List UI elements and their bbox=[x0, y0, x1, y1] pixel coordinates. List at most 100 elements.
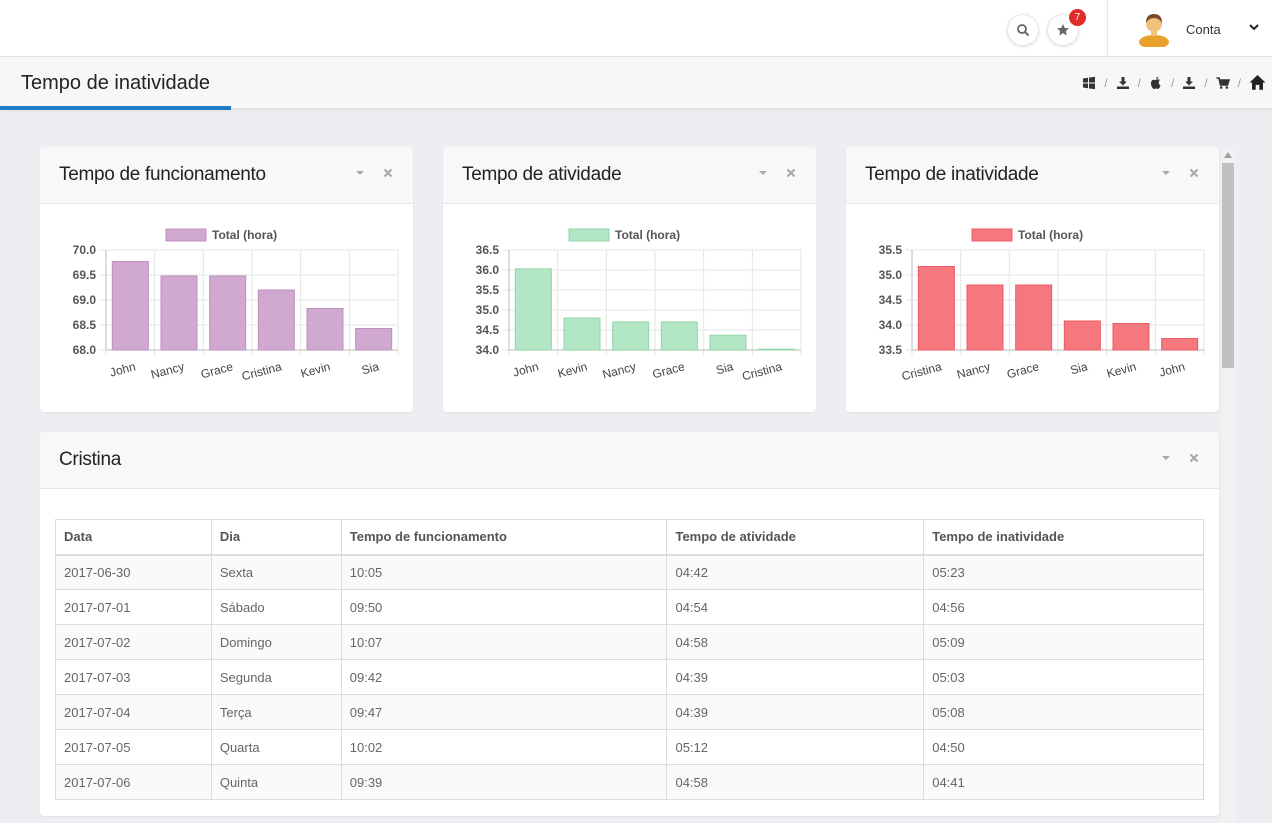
idle-panel: Tempo de inatividade Total (hora) 35.5 35.… bbox=[846, 147, 1219, 412]
y-tick-label: 34.5 bbox=[476, 323, 500, 337]
star-icon bbox=[1057, 24, 1069, 36]
collapse-icon[interactable] bbox=[355, 168, 365, 178]
bar bbox=[1161, 338, 1199, 351]
x-tick-label: Nancy bbox=[601, 359, 637, 381]
x-tick-label: Nancy bbox=[149, 359, 185, 381]
close-icon[interactable] bbox=[1189, 453, 1199, 463]
table-cell: 05:23 bbox=[923, 554, 1204, 590]
y-tick-label: 35.5 bbox=[476, 283, 500, 297]
x-tick-label: Cristina bbox=[240, 359, 283, 383]
chart-legend: Total (hora) bbox=[568, 228, 680, 242]
y-tick-label: 68.0 bbox=[73, 343, 97, 357]
x-tick-label: Nancy bbox=[955, 359, 991, 381]
bar bbox=[160, 275, 198, 351]
table-cell: Sábado bbox=[210, 589, 342, 625]
close-icon[interactable] bbox=[1189, 168, 1199, 178]
bar bbox=[209, 275, 247, 351]
table-cell: 04:56 bbox=[923, 589, 1204, 625]
close-icon[interactable] bbox=[786, 168, 796, 178]
collapse-icon[interactable] bbox=[1161, 453, 1171, 463]
search-icon bbox=[1017, 24, 1030, 37]
legend-swatch bbox=[568, 228, 610, 242]
bar bbox=[257, 289, 295, 351]
table-cell: 2017-06-30 bbox=[55, 554, 212, 590]
x-tick-label: Grace bbox=[1005, 359, 1041, 381]
chart-legend: Total (hora) bbox=[971, 228, 1083, 242]
bar bbox=[563, 317, 601, 351]
home-icon[interactable] bbox=[1249, 74, 1266, 91]
bar bbox=[514, 268, 552, 351]
uptime-chart: Total (hora) 70.0 69.5 69.0 68.5 68.0 John Nanc… bbox=[73, 228, 399, 383]
panel-tools bbox=[1161, 453, 1199, 463]
windows-icon[interactable] bbox=[1082, 76, 1096, 90]
panel-header: Cristina bbox=[40, 432, 1219, 489]
title-underline bbox=[0, 106, 231, 110]
close-icon[interactable] bbox=[383, 168, 393, 178]
bar bbox=[758, 348, 796, 351]
table-cell: 2017-07-06 bbox=[55, 764, 212, 800]
table-row: 2017-06-30 Sexta 10:05 04:42 05:23 bbox=[55, 554, 1204, 590]
column-header[interactable]: Dia bbox=[210, 519, 342, 556]
column-header[interactable]: Tempo de inatividade bbox=[923, 519, 1204, 556]
column-header[interactable]: Data bbox=[55, 519, 212, 556]
download-icon[interactable] bbox=[1116, 76, 1130, 90]
detail-panel: Cristina Data Dia Tempo de funcionamento… bbox=[40, 432, 1219, 816]
y-tick-label: 68.5 bbox=[73, 318, 97, 332]
x-tick-label: John bbox=[1158, 359, 1187, 379]
chevron-down-icon[interactable] bbox=[1247, 20, 1261, 34]
bar bbox=[1015, 284, 1053, 351]
table-row: 2017-07-03 Segunda 09:42 04:39 05:03 bbox=[55, 659, 1204, 695]
bar bbox=[1112, 323, 1150, 351]
table-cell: Quinta bbox=[210, 764, 342, 800]
x-tick-label: Sia bbox=[1069, 359, 1090, 377]
bar bbox=[660, 321, 698, 351]
bar bbox=[917, 266, 955, 351]
cart-icon[interactable] bbox=[1216, 76, 1230, 90]
download-icon[interactable] bbox=[1182, 76, 1196, 90]
y-tick-label: 69.0 bbox=[73, 293, 97, 307]
activity-panel: Tempo de atividade Total (hora) 36.5 36.0 3… bbox=[443, 147, 816, 412]
avatar[interactable] bbox=[1137, 11, 1171, 47]
table-cell: 04:58 bbox=[666, 624, 925, 660]
uptime-panel: Tempo de funcionamento Total (hora) 70.0 6… bbox=[40, 147, 413, 412]
column-header[interactable]: Tempo de atividade bbox=[666, 519, 925, 556]
x-tick-label: Grace bbox=[199, 359, 235, 381]
x-tick-label: Cristina bbox=[741, 359, 784, 383]
search-button[interactable] bbox=[1007, 14, 1039, 46]
x-tick-label: Cristina bbox=[900, 359, 943, 383]
table-cell: 2017-07-04 bbox=[55, 694, 212, 730]
table-cell: Segunda bbox=[210, 659, 342, 695]
bar bbox=[306, 308, 344, 351]
scrollbar-thumb[interactable] bbox=[1222, 163, 1234, 368]
table-cell: Sexta bbox=[210, 554, 342, 590]
bar bbox=[612, 321, 650, 351]
favorites-button[interactable]: 7 bbox=[1047, 9, 1086, 46]
table-cell: Quarta bbox=[210, 729, 342, 765]
column-header[interactable]: Tempo de funcionamento bbox=[340, 519, 668, 556]
panel-header: Tempo de inatividade bbox=[846, 147, 1219, 204]
notification-badge: 7 bbox=[1069, 9, 1086, 26]
breadcrumb-separator: / bbox=[1237, 75, 1241, 90]
apple-icon[interactable] bbox=[1149, 76, 1163, 90]
table-cell: 2017-07-05 bbox=[55, 729, 212, 765]
bar bbox=[355, 328, 393, 351]
table-cell: 04:58 bbox=[666, 764, 925, 800]
collapse-icon[interactable] bbox=[1161, 168, 1171, 178]
account-label[interactable]: Conta bbox=[1186, 22, 1221, 37]
bar bbox=[111, 261, 149, 351]
table-cell: 2017-07-03 bbox=[55, 659, 212, 695]
x-tick-label: John bbox=[511, 359, 540, 379]
top-bar: 7 Conta bbox=[0, 0, 1272, 57]
bar bbox=[709, 334, 747, 351]
breadcrumb-separator: / bbox=[1204, 75, 1208, 90]
breadcrumb: / / / / / bbox=[1082, 74, 1266, 91]
table-cell: 2017-07-02 bbox=[55, 624, 212, 660]
collapse-icon[interactable] bbox=[758, 168, 768, 178]
legend-label: Total (hora) bbox=[615, 228, 680, 242]
detail-table: Data Dia Tempo de funcionamento Tempo de… bbox=[55, 519, 1204, 800]
activity-chart: Total (hora) 36.5 36.0 35.5 35.0 34.5 34.0 John… bbox=[476, 228, 802, 383]
table-row: 2017-07-04 Terça 09:47 04:39 05:08 bbox=[55, 694, 1204, 730]
bar bbox=[1063, 320, 1101, 351]
table-cell: 10:05 bbox=[340, 554, 668, 590]
scroll-up-icon[interactable] bbox=[1224, 152, 1232, 158]
